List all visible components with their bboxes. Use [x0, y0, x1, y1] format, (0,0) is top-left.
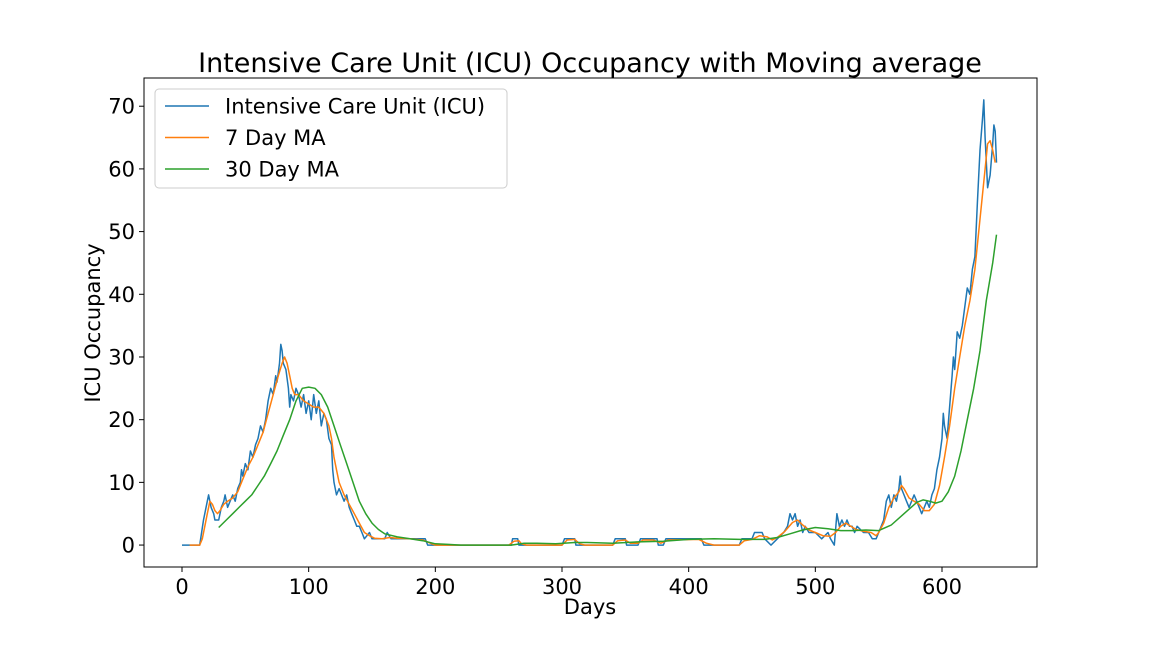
y-tick-label: 10 — [108, 471, 135, 495]
x-tick-label: 200 — [415, 575, 455, 599]
legend-label-3: 30 Day MA — [225, 158, 340, 182]
x-tick-label: 400 — [669, 575, 709, 599]
y-tick-label: 20 — [108, 408, 135, 432]
legend: Intensive Care Unit (ICU) 7 Day MA 30 Day … — [154, 88, 508, 189]
legend-label-2: 7 Day MA — [225, 126, 326, 150]
series-line-2 — [189, 139, 996, 546]
x-tick-label: 600 — [922, 575, 962, 599]
plot-lines — [182, 99, 998, 546]
series-line-1 — [182, 99, 998, 546]
x-tick-label: 500 — [795, 575, 835, 599]
y-tick-label: 70 — [108, 95, 135, 119]
legend-label-1: Intensive Care Unit (ICU) — [225, 95, 485, 119]
y-axis-ticks: 0 10 20 30 40 50 60 70 — [108, 95, 144, 558]
y-tick-label: 40 — [108, 283, 135, 307]
x-tick-label: 300 — [542, 575, 582, 599]
legend-box — [154, 88, 508, 189]
x-tick-label: 100 — [289, 575, 329, 599]
x-axis-label: Days — [564, 595, 616, 619]
x-axis-ticks: 0 100 200 300 400 500 600 — [175, 567, 962, 599]
chart-title: Intensive Care Unit (ICU) Occupancy with… — [198, 48, 982, 79]
plot-area-frame — [143, 77, 1038, 568]
x-tick-label: 0 — [175, 575, 188, 599]
y-tick-label: 60 — [108, 157, 135, 181]
y-tick-label: 30 — [108, 345, 135, 369]
y-tick-label: 50 — [108, 220, 135, 244]
series-line-3 — [218, 234, 998, 546]
y-tick-label: 0 — [122, 534, 135, 558]
y-axis-label: ICU Occupancy — [81, 243, 105, 402]
